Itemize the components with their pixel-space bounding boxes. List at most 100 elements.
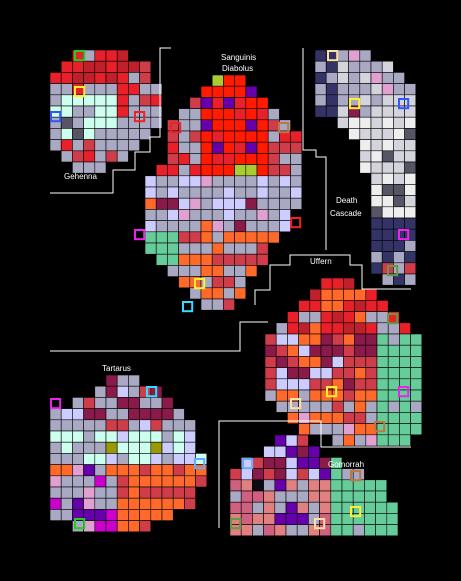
board-cell[interactable]: [128, 128, 140, 140]
board-cell[interactable]: [376, 311, 389, 324]
board-cell[interactable]: [83, 72, 96, 84]
board-cell[interactable]: [150, 430, 163, 443]
board-cell[interactable]: [309, 300, 322, 312]
board-cell[interactable]: [393, 262, 405, 275]
board-cell[interactable]: [223, 141, 235, 154]
board-cell[interactable]: [200, 97, 213, 109]
board-cell[interactable]: [167, 175, 179, 188]
board-cell[interactable]: [275, 344, 288, 357]
board-cell[interactable]: [184, 430, 196, 443]
board-cell[interactable]: [381, 172, 394, 185]
board-cell[interactable]: [60, 441, 73, 454]
board-cell[interactable]: [319, 501, 332, 514]
board-cell[interactable]: [264, 344, 277, 357]
board-cell[interactable]: [116, 453, 129, 465]
board-cell[interactable]: [189, 108, 202, 121]
board-cell[interactable]: [365, 378, 378, 391]
board-cell[interactable]: [139, 128, 152, 140]
board-cell[interactable]: [172, 475, 185, 488]
board-cell[interactable]: [211, 276, 224, 289]
board-cell[interactable]: [139, 464, 152, 477]
board-cell[interactable]: [223, 209, 235, 221]
board-cell[interactable]: [200, 298, 213, 311]
board-cell[interactable]: [49, 83, 62, 96]
board-cell[interactable]: [211, 97, 224, 109]
board-cell[interactable]: [381, 184, 394, 196]
board-cell[interactable]: [359, 72, 372, 84]
board-cell[interactable]: [83, 520, 96, 533]
board-cell[interactable]: [337, 72, 349, 84]
board-cell[interactable]: [234, 119, 247, 132]
board-cell[interactable]: [200, 153, 213, 165]
board-cell[interactable]: [184, 419, 196, 432]
board-cell[interactable]: [331, 367, 344, 380]
board-cell[interactable]: [298, 412, 311, 424]
board-cell[interactable]: [314, 60, 327, 73]
board-cell[interactable]: [252, 490, 264, 503]
board-cell[interactable]: [200, 108, 213, 121]
board-cell[interactable]: [274, 490, 287, 503]
board-cell[interactable]: [256, 209, 269, 221]
board-cell[interactable]: [105, 72, 118, 84]
board-cell[interactable]: [298, 300, 311, 312]
board-cell[interactable]: [150, 464, 163, 477]
board-cell[interactable]: [314, 49, 327, 62]
board-cell[interactable]: [337, 49, 349, 62]
board-cell[interactable]: [354, 423, 367, 436]
board-cell[interactable]: [287, 322, 299, 335]
board-cell[interactable]: [178, 265, 191, 277]
board-cell[interactable]: [116, 72, 129, 84]
board-cell[interactable]: [200, 197, 213, 210]
board-cell[interactable]: [234, 287, 247, 300]
board-cell[interactable]: [325, 72, 338, 84]
board-cell[interactable]: [387, 400, 400, 413]
board-cell[interactable]: [116, 105, 129, 118]
board-cell[interactable]: [348, 83, 361, 96]
board-cell[interactable]: [200, 175, 213, 188]
board-cell[interactable]: [150, 397, 163, 409]
board-cell[interactable]: [376, 333, 389, 346]
board-cell[interactable]: [365, 311, 378, 324]
board-cell[interactable]: [60, 116, 73, 129]
board-cell[interactable]: [381, 83, 394, 96]
board-cell[interactable]: [314, 105, 327, 118]
board-cell[interactable]: [387, 389, 400, 402]
board-cell[interactable]: [330, 501, 343, 514]
board-cell[interactable]: [290, 130, 303, 143]
board-cell[interactable]: [285, 445, 298, 458]
board-cell[interactable]: [128, 464, 140, 477]
board-cell[interactable]: [287, 356, 299, 368]
board-cell[interactable]: [49, 486, 62, 499]
board-cell[interactable]: [375, 490, 388, 503]
board-cell[interactable]: [189, 231, 202, 244]
board-cell[interactable]: [200, 85, 213, 98]
board-cell[interactable]: [167, 141, 179, 154]
board-cell[interactable]: [72, 497, 84, 510]
board-cell[interactable]: [105, 408, 118, 421]
board-cell[interactable]: [155, 253, 168, 266]
board-cell[interactable]: [404, 94, 417, 107]
highlight-marker[interactable]: [398, 98, 410, 110]
board-cell[interactable]: [343, 356, 355, 368]
board-cell[interactable]: [264, 389, 277, 402]
board-cell[interactable]: [354, 378, 367, 391]
board-cell[interactable]: [128, 453, 140, 465]
board-cell[interactable]: [116, 60, 129, 73]
board-cell[interactable]: [178, 186, 191, 199]
board-cell[interactable]: [128, 497, 140, 510]
board-cell[interactable]: [252, 457, 264, 469]
board-cell[interactable]: [144, 197, 157, 210]
board-cell[interactable]: [161, 509, 174, 521]
board-cell[interactable]: [189, 287, 202, 300]
board-cell[interactable]: [393, 240, 405, 252]
board-cell[interactable]: [274, 457, 287, 469]
board-cell[interactable]: [290, 153, 303, 165]
board-cell[interactable]: [309, 412, 322, 424]
board-cell[interactable]: [94, 430, 107, 443]
board-cell[interactable]: [331, 412, 344, 424]
board-cell[interactable]: [399, 356, 411, 368]
board-cell[interactable]: [105, 94, 118, 107]
board-cell[interactable]: [150, 441, 163, 454]
board-cell[interactable]: [343, 434, 355, 447]
board-cell[interactable]: [211, 209, 224, 221]
